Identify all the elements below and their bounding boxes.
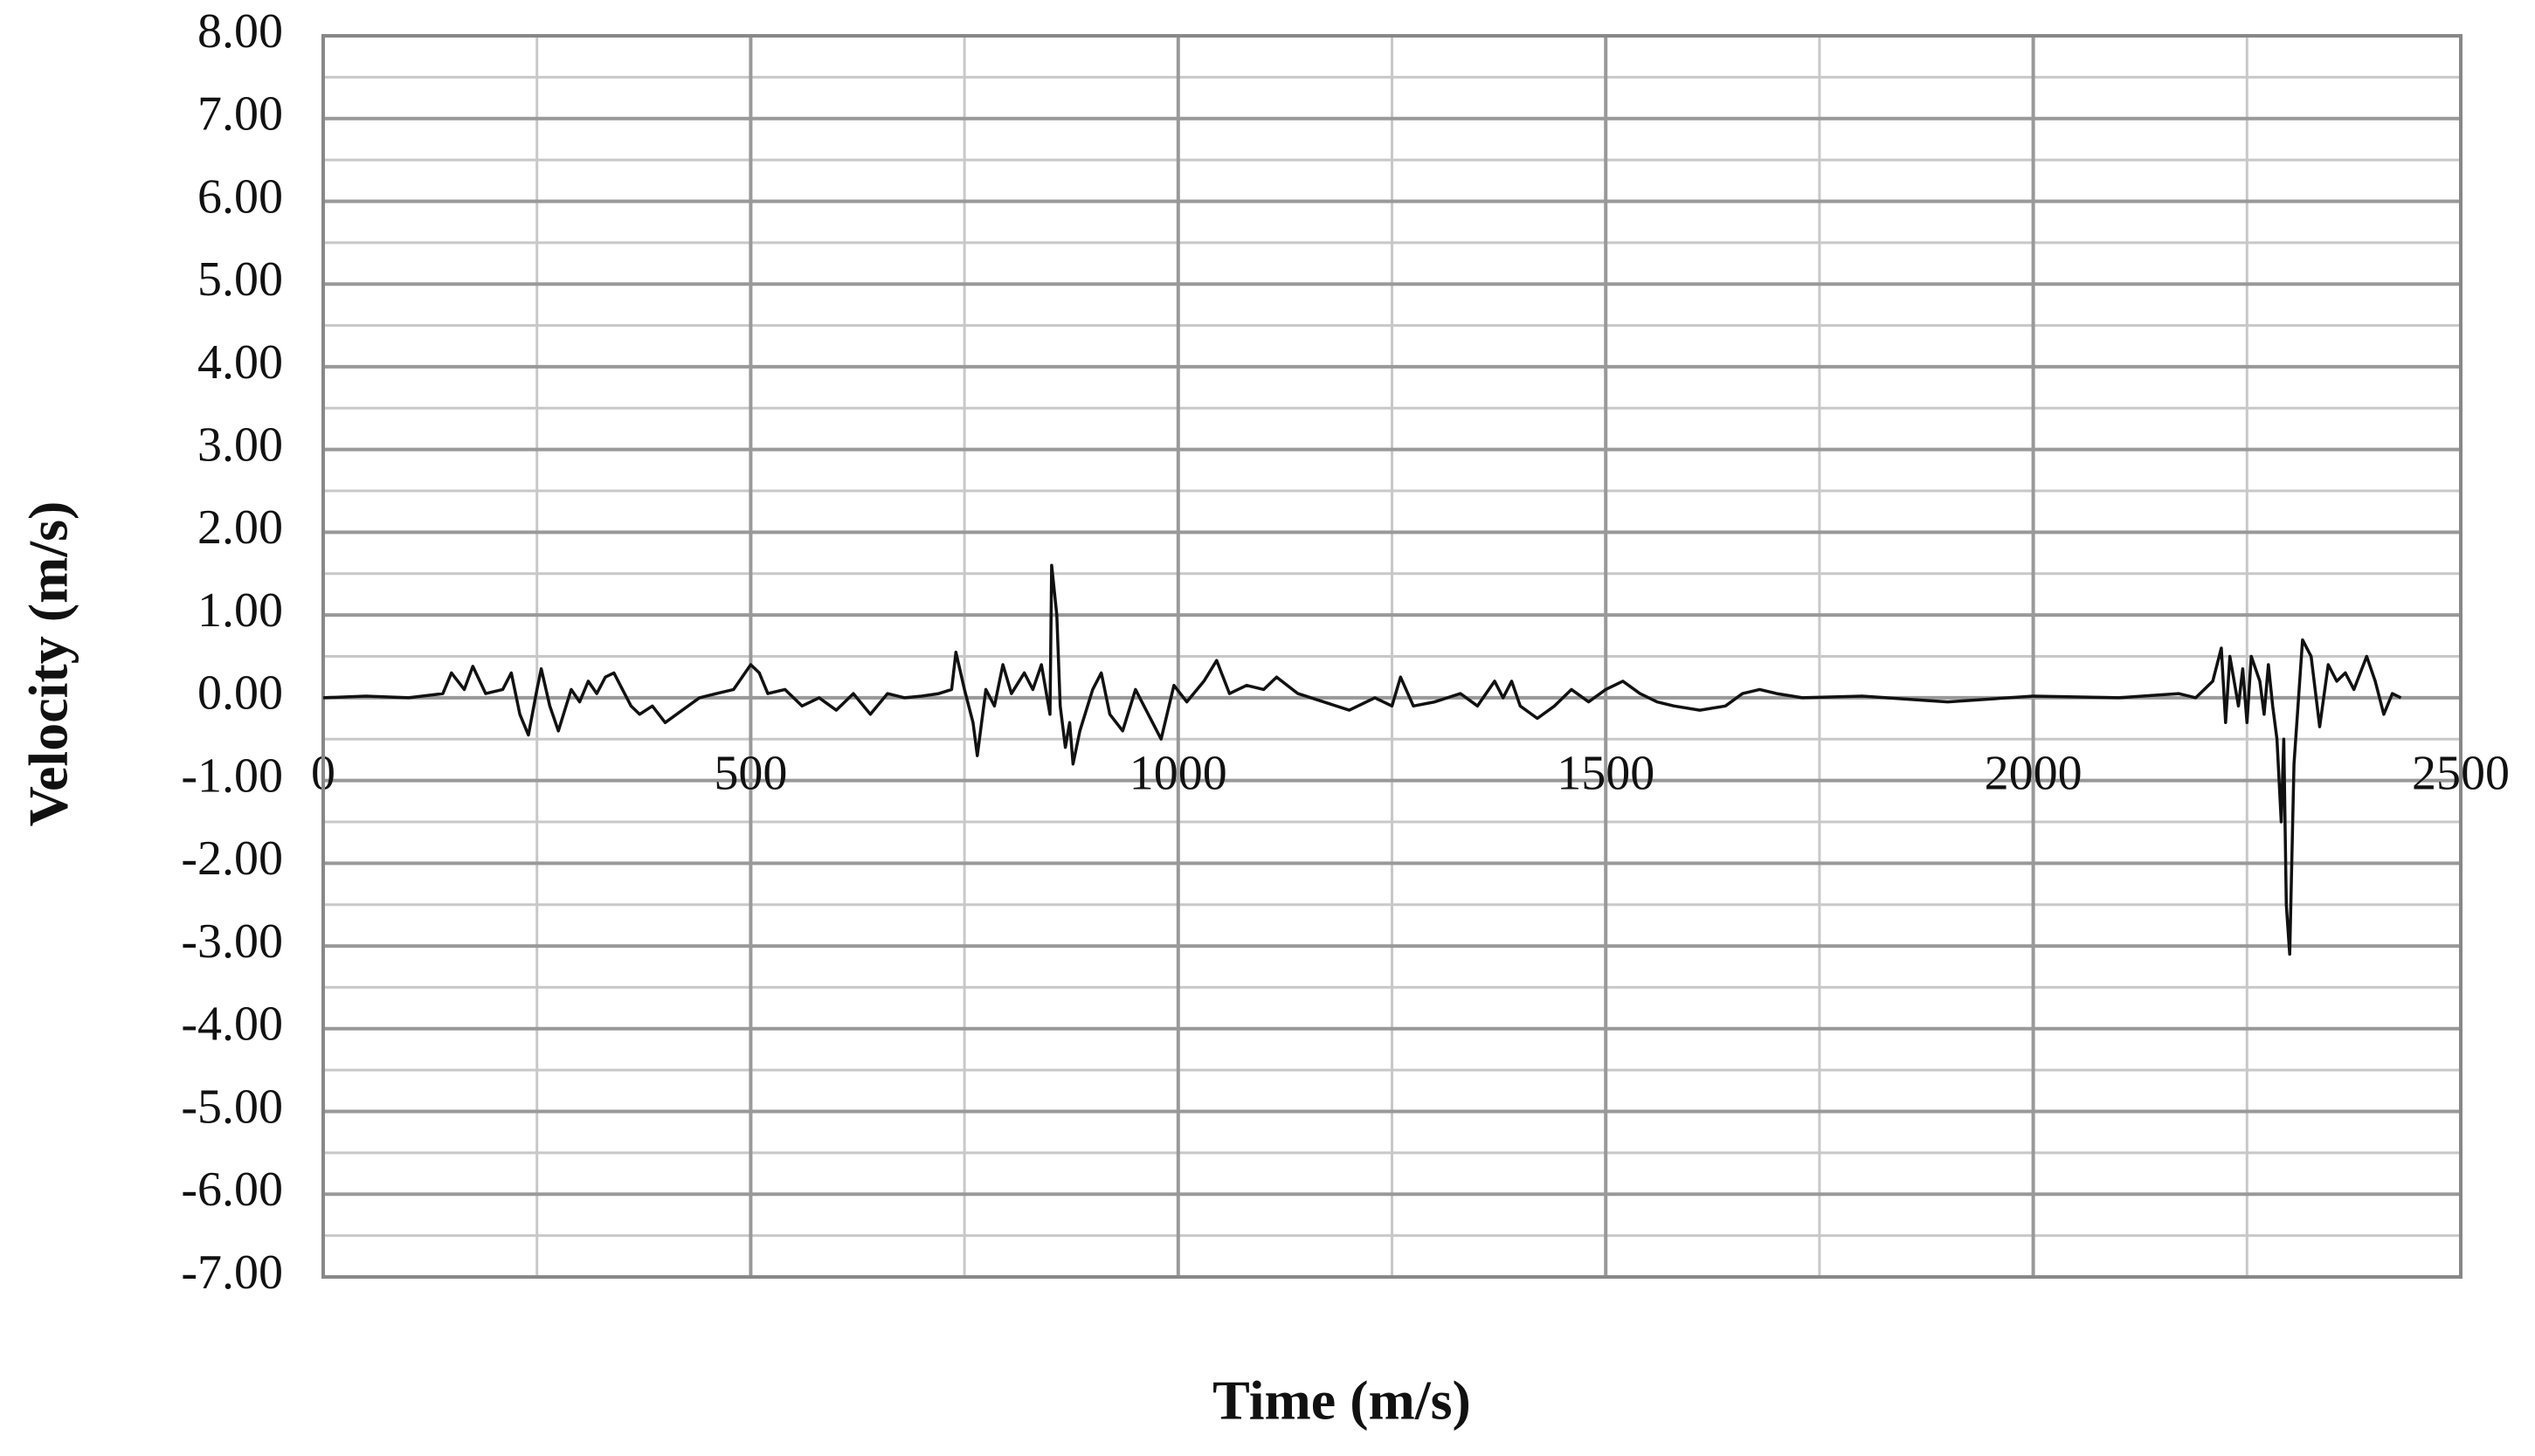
x-tick-label: 1000 [1129, 747, 1227, 801]
y-tick-label: 7.00 [197, 87, 283, 141]
y-tick-label: -1.00 [181, 749, 283, 803]
y-tick-label: -5.00 [181, 1080, 283, 1134]
x-axis-label: Time (m/s) [1212, 1370, 1471, 1432]
y-tick-label: 5.00 [197, 252, 283, 307]
y-tick-label: 4.00 [197, 335, 283, 390]
y-tick-label: -7.00 [181, 1246, 283, 1300]
x-tick-label: 1500 [1557, 747, 1654, 801]
grid [321, 34, 2462, 1279]
y-tick-label: -3.00 [181, 914, 283, 969]
y-tick-label: 2.00 [197, 500, 283, 555]
y-tick-label: -6.00 [181, 1163, 283, 1217]
y-tick-label: 0.00 [197, 666, 283, 721]
y-axis-label: Velocity (m/s) [17, 501, 79, 827]
plot-frame [321, 34, 2462, 1279]
x-tick-label: 500 [714, 747, 787, 801]
data-line [322, 563, 2402, 956]
x-tick-label: 2000 [1985, 747, 2083, 801]
y-tick-label: 3.00 [197, 418, 283, 473]
y-tick-label: 8.00 [197, 4, 283, 59]
y-tick-label: 6.00 [197, 169, 283, 224]
y-tick-label: -4.00 [181, 997, 283, 1052]
y-tick-label: 1.00 [197, 583, 283, 638]
y-tick-label: -2.00 [181, 832, 283, 886]
